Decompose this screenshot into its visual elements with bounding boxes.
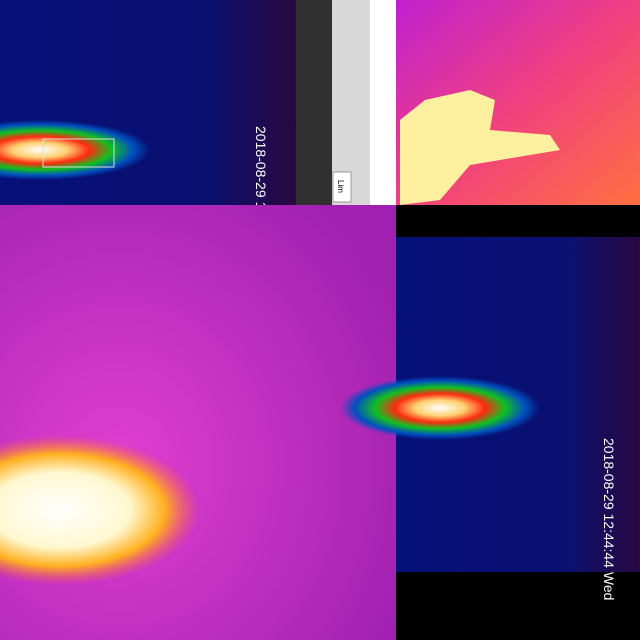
ui-panel [370, 0, 396, 205]
hot-blob [0, 435, 200, 585]
hot-spot [0, 120, 150, 180]
timestamp: 2018-08-29 12:44:44 Wed [601, 438, 617, 600]
roi-box [42, 138, 115, 168]
ui-panel [332, 0, 370, 205]
button-label: Lim [336, 180, 345, 193]
hot-spot [340, 376, 540, 440]
ui-button[interactable] [332, 171, 352, 203]
hot-region [400, 90, 560, 205]
